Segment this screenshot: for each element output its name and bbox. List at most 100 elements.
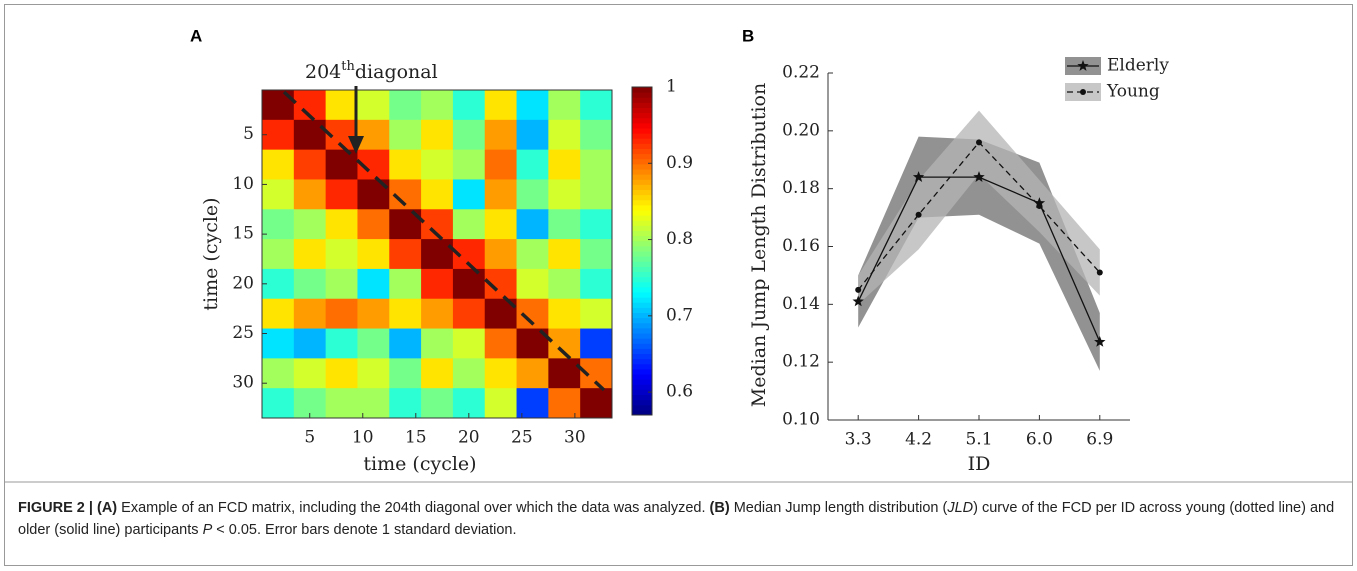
heatmap-cell	[580, 179, 613, 210]
caption-text: FIGURE 2 | (A)	[18, 500, 118, 516]
heatmap-cell	[580, 149, 613, 180]
heatmap-cell	[325, 179, 358, 210]
heatmap-cell	[325, 358, 358, 389]
heatmap-cell	[484, 328, 518, 359]
heatmap-cell	[262, 388, 295, 419]
colorbar-tick-label: 0.6	[666, 382, 693, 402]
colorbar-strip	[632, 409, 652, 416]
heatmap-cell	[421, 388, 454, 419]
colorbar-strip	[632, 189, 652, 196]
x-tick-label: 3.3	[845, 430, 872, 450]
colorbar-strip	[632, 230, 652, 237]
marker	[915, 211, 922, 218]
heatmap-cell	[325, 388, 358, 419]
heatmap-cell	[262, 358, 295, 389]
heatmap-cell	[421, 119, 454, 151]
caption-text: (B)	[709, 500, 730, 516]
y-tick-label: 0.18	[782, 178, 820, 198]
heatmap-cell	[548, 179, 581, 210]
colorbar-strip	[632, 368, 652, 375]
colorbar-strip	[632, 333, 652, 339]
colorbar-strip	[632, 338, 652, 344]
heatmap-cell	[389, 268, 422, 300]
heatmap-cell	[262, 149, 295, 180]
heatmap-cell	[357, 119, 390, 151]
figure-frame	[4, 4, 1353, 566]
colorbar-strip	[632, 194, 652, 201]
heatmap-cell	[357, 298, 390, 330]
legend-label: Young	[1106, 82, 1160, 102]
heatmap-cell	[262, 90, 295, 121]
colorbar-strip	[632, 143, 652, 149]
heatmap-cell	[548, 90, 581, 121]
heatmap-cell	[452, 298, 486, 330]
marker	[855, 286, 862, 293]
heatmap-cell	[452, 209, 486, 240]
colorbar-strip	[632, 117, 652, 124]
colorbar-strip	[632, 276, 652, 283]
colorbar-strip	[632, 399, 652, 406]
heatmap-cell	[293, 268, 327, 300]
heatmap-cell	[389, 149, 422, 180]
y-tick-label: 20	[232, 273, 254, 293]
heatmap-cell	[325, 209, 358, 240]
heatmap-cell	[548, 298, 581, 330]
x-tick-label: 5.1	[965, 430, 992, 450]
colorbar-strip	[632, 389, 652, 395]
heatmap-cell	[580, 328, 613, 359]
heatmap-cell	[293, 119, 327, 151]
heatmap-cell	[484, 119, 518, 151]
colorbar-strip	[632, 292, 652, 298]
error-band	[858, 110, 1100, 305]
colorbar-strip	[632, 317, 652, 324]
legend-label: Elderly	[1107, 56, 1169, 76]
colorbar-strip	[632, 240, 652, 247]
y-tick-label: 0.20	[782, 120, 820, 140]
caption: FIGURE 2 | (A) Example of an FCD matrix,…	[18, 497, 1338, 541]
colorbar-strip	[632, 307, 652, 313]
colorbar-tick-label: 1	[666, 77, 677, 97]
heatmap-cell	[452, 268, 486, 300]
heatmap-cell	[484, 179, 518, 210]
colorbar-strip	[632, 297, 652, 303]
x-tick-label: 15	[405, 428, 427, 448]
colorbar-tick-label: 0.9	[666, 153, 693, 173]
heatmap-cell	[548, 358, 581, 389]
colorbar-strip	[632, 353, 652, 360]
x-tick-label: 4.2	[905, 430, 932, 450]
heatmap-cell	[262, 328, 295, 359]
heatmap-cell	[389, 358, 422, 389]
colorbar-strip	[632, 312, 652, 319]
y-tick-label: 0.12	[782, 352, 820, 372]
heatmap-cell	[580, 298, 613, 330]
colorbar-strip	[632, 251, 652, 257]
colorbar-strip	[632, 102, 652, 108]
heatmap-cell	[262, 268, 295, 300]
y-tick-label: 30	[232, 373, 254, 393]
heatmap-cell	[484, 209, 518, 240]
annotation-number: 204	[305, 61, 341, 83]
heatmap-cell	[516, 90, 549, 121]
heatmap-cell	[452, 119, 486, 151]
colorbar-strip	[632, 384, 652, 390]
y-tick-label: 15	[232, 224, 254, 244]
x-tick-label: 6.0	[1026, 430, 1053, 450]
marker	[1077, 60, 1089, 71]
marker	[976, 139, 982, 146]
colorbar-strip	[632, 286, 652, 293]
colorbar-strip	[632, 271, 652, 278]
y-tick-label: 0.22	[782, 63, 820, 83]
heatmap-cell	[262, 119, 295, 151]
x-tick-label: 6.9	[1086, 430, 1113, 450]
heatmap-cell	[580, 209, 613, 240]
colorbar-strip	[632, 179, 652, 185]
marker	[1080, 89, 1086, 95]
colorbar-strip	[632, 363, 652, 370]
heatmap-cell	[389, 119, 422, 151]
colorbar-strip	[632, 153, 652, 160]
x-axis-label: ID	[968, 453, 991, 475]
colorbar-strip	[632, 225, 652, 231]
heatmap-cell	[516, 239, 549, 270]
heatmap-cell	[580, 119, 613, 151]
